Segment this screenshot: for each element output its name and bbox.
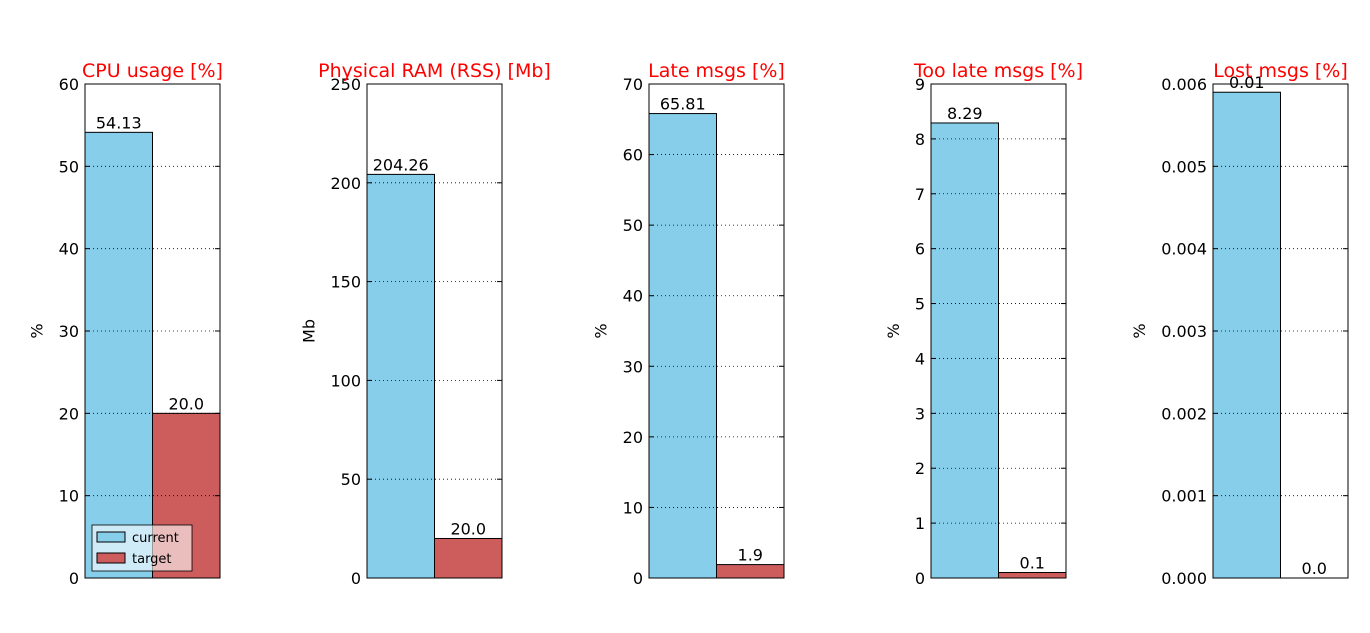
- bar: [716, 564, 785, 579]
- value-label: 20.0: [168, 394, 204, 413]
- y-axis-label: %: [884, 323, 903, 338]
- y-tick-label: 60: [59, 75, 79, 94]
- y-tick-label: 9: [915, 75, 925, 94]
- axes-frame: [84, 83, 221, 579]
- y-tick-label: 4: [915, 349, 925, 368]
- y-tick-label: 70: [623, 75, 643, 94]
- y-tick-label: 0: [69, 569, 79, 588]
- y-tick-label: 10: [623, 498, 643, 517]
- y-tick-label: 100: [330, 371, 361, 390]
- y-tick-label: 0.000: [1161, 569, 1207, 588]
- y-tick-label: 0.002: [1161, 404, 1207, 423]
- axes-frame: [648, 83, 785, 579]
- bar: [648, 113, 717, 579]
- legend-label: current: [132, 531, 179, 546]
- value-label: 204.26: [373, 155, 429, 174]
- y-tick-label: 150: [330, 273, 361, 292]
- bar: [434, 537, 503, 579]
- y-tick-label: 0: [915, 569, 925, 588]
- y-axis-label: Mb: [299, 319, 318, 343]
- y-tick-label: 1: [915, 514, 925, 533]
- y-tick-label: 3: [915, 404, 925, 423]
- bar: [998, 572, 1067, 579]
- y-tick-label: 60: [623, 146, 643, 165]
- y-tick-label: 20: [623, 428, 643, 447]
- y-axis-label: %: [592, 323, 611, 338]
- axes-frame: [1212, 83, 1349, 579]
- y-tick-label: 250: [330, 75, 361, 94]
- y-tick-label: 5: [915, 295, 925, 314]
- y-tick-label: 0: [633, 569, 643, 588]
- y-tick-label: 6: [915, 240, 925, 259]
- chart-title: Lost msgs [%]: [1213, 60, 1348, 82]
- value-label: 0.1: [1020, 554, 1045, 573]
- y-tick-label: 50: [623, 216, 643, 235]
- chart-title: CPU usage [%]: [82, 60, 223, 82]
- legend-swatch: [96, 531, 126, 543]
- y-tick-label: 10: [59, 487, 79, 506]
- y-tick-label: 0.005: [1161, 157, 1207, 176]
- bar: [1212, 91, 1281, 579]
- y-axis-label: %: [28, 323, 47, 338]
- axes-frame: [930, 83, 1067, 579]
- legend-swatch: [96, 552, 126, 564]
- y-tick-label: 200: [330, 174, 361, 193]
- y-tick-label: 0.004: [1161, 240, 1207, 259]
- value-label: 1.9: [738, 546, 763, 565]
- y-tick-label: 0.001: [1161, 487, 1207, 506]
- chart-title: Physical RAM (RSS) [Mb]: [318, 60, 551, 82]
- y-tick-label: 50: [341, 470, 361, 489]
- value-label: 65.81: [660, 95, 706, 114]
- axes-frame: [366, 83, 503, 579]
- y-tick-label: 0.006: [1161, 75, 1207, 94]
- y-tick-label: 40: [623, 287, 643, 306]
- y-tick-label: 7: [915, 185, 925, 204]
- bar: [84, 131, 153, 579]
- bar: [930, 122, 999, 579]
- y-tick-label: 30: [623, 357, 643, 376]
- value-label: 8.29: [947, 104, 983, 123]
- y-tick-label: 0.003: [1161, 322, 1207, 341]
- legend-label: target: [132, 552, 172, 567]
- value-label: 54.13: [96, 113, 142, 132]
- y-tick-label: 40: [59, 240, 79, 259]
- bar: [366, 173, 435, 579]
- value-label: 0.0: [1302, 559, 1327, 578]
- value-label: 20.0: [450, 519, 486, 538]
- value-label: 0.01: [1229, 73, 1265, 92]
- chart-title: Too late msgs [%]: [913, 60, 1083, 82]
- y-axis-label: %: [1130, 323, 1149, 338]
- y-tick-label: 2: [915, 459, 925, 478]
- chart-title: Late msgs [%]: [648, 60, 785, 82]
- y-tick-label: 0: [351, 569, 361, 588]
- y-tick-label: 20: [59, 404, 79, 423]
- y-tick-label: 30: [59, 322, 79, 341]
- y-tick-label: 50: [59, 157, 79, 176]
- y-tick-label: 8: [915, 130, 925, 149]
